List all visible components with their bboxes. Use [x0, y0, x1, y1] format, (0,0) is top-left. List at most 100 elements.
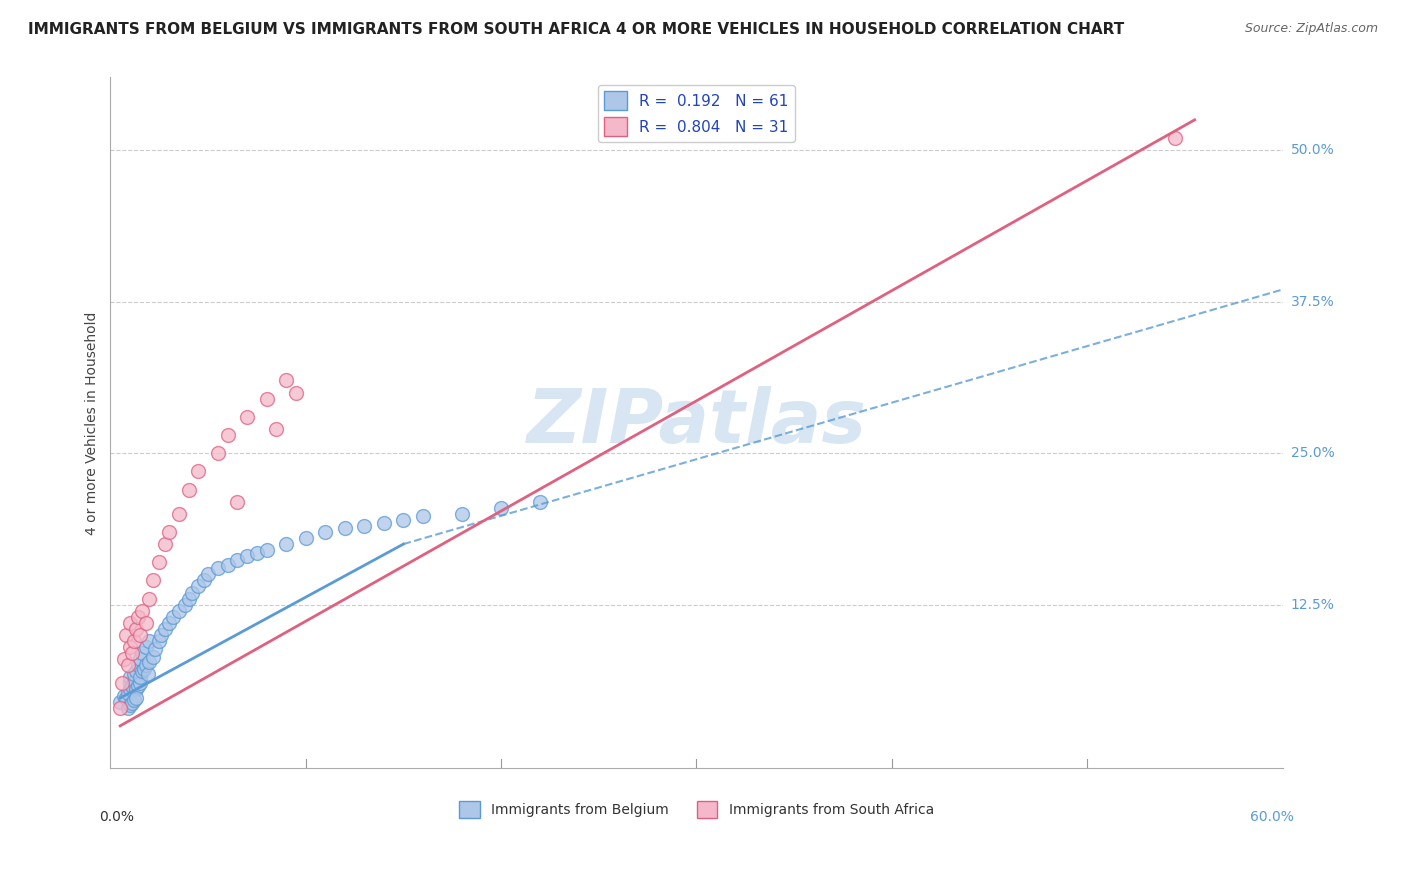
Point [181, 585, 204, 599]
Text: 37.5%: 37.5% [1291, 294, 1334, 309]
Point [108, 700, 131, 714]
Point [157, 524, 180, 539]
Point [392, 513, 415, 527]
Point [177, 591, 200, 606]
Point [236, 409, 259, 424]
Point [118, 682, 141, 697]
Text: ZIPatlas: ZIPatlas [526, 386, 866, 459]
Point [217, 558, 239, 572]
Point [333, 521, 356, 535]
Point [131, 646, 153, 660]
Point [207, 561, 229, 575]
Point [108, 695, 131, 709]
Point [118, 640, 141, 654]
Point [112, 689, 135, 703]
Point [122, 693, 145, 707]
Point [117, 686, 139, 700]
Point [167, 604, 190, 618]
Point [127, 658, 149, 673]
Point [157, 615, 180, 630]
Point [187, 464, 209, 478]
Point [117, 658, 139, 673]
Point [294, 531, 316, 545]
Point [121, 679, 143, 693]
Point [122, 634, 145, 648]
Point [353, 519, 375, 533]
Point [115, 628, 138, 642]
Point [125, 665, 148, 679]
Text: 50.0%: 50.0% [1291, 143, 1334, 157]
Point [128, 670, 150, 684]
Point [127, 609, 149, 624]
Point [187, 579, 209, 593]
Point [135, 640, 157, 654]
Point [131, 665, 153, 679]
Point [162, 609, 184, 624]
Point [117, 700, 139, 714]
Point [127, 679, 149, 693]
Point [150, 628, 173, 642]
Point [236, 549, 259, 564]
Point [118, 698, 141, 713]
Point [118, 670, 141, 684]
Point [373, 516, 395, 531]
Point [138, 655, 160, 669]
Point [207, 446, 229, 460]
Point [143, 642, 166, 657]
Point [128, 652, 150, 666]
Text: 0.0%: 0.0% [98, 810, 134, 823]
Point [121, 696, 143, 710]
Point [118, 615, 141, 630]
Point [193, 574, 215, 588]
Point [148, 634, 170, 648]
Y-axis label: 4 or more Vehicles in Household: 4 or more Vehicles in Household [86, 311, 100, 534]
Point [256, 392, 278, 406]
Point [1164, 131, 1187, 145]
Point [226, 494, 249, 508]
Point [132, 662, 155, 676]
Point [121, 646, 143, 660]
Point [217, 428, 239, 442]
Point [135, 615, 157, 630]
Point [266, 422, 288, 436]
Point [111, 676, 134, 690]
Point [135, 658, 157, 673]
Point [451, 507, 474, 521]
Point [167, 507, 190, 521]
Point [142, 574, 165, 588]
Point [173, 598, 195, 612]
Point [138, 634, 160, 648]
Point [153, 622, 176, 636]
Point [115, 690, 138, 705]
Text: IMMIGRANTS FROM BELGIUM VS IMMIGRANTS FROM SOUTH AFRICA 4 OR MORE VEHICLES IN HO: IMMIGRANTS FROM BELGIUM VS IMMIGRANTS FR… [28, 22, 1125, 37]
Point [529, 494, 551, 508]
Point [246, 545, 269, 559]
Point [125, 682, 148, 697]
Text: 25.0%: 25.0% [1291, 446, 1334, 460]
Point [285, 385, 308, 400]
Point [122, 666, 145, 681]
Point [125, 622, 148, 636]
Point [142, 649, 165, 664]
Point [148, 555, 170, 569]
Point [276, 537, 298, 551]
Point [226, 553, 249, 567]
Point [122, 673, 145, 688]
Text: 12.5%: 12.5% [1291, 598, 1334, 612]
Point [177, 483, 200, 497]
Point [256, 543, 278, 558]
Text: Source: ZipAtlas.com: Source: ZipAtlas.com [1244, 22, 1378, 36]
Point [136, 666, 159, 681]
Point [197, 567, 219, 582]
Point [138, 591, 160, 606]
Point [276, 373, 298, 387]
Point [131, 604, 153, 618]
Point [412, 509, 434, 524]
Point [314, 524, 336, 539]
Legend: Immigrants from Belgium, Immigrants from South Africa: Immigrants from Belgium, Immigrants from… [454, 796, 939, 823]
Point [125, 690, 148, 705]
Point [128, 676, 150, 690]
Point [128, 628, 150, 642]
Point [112, 652, 135, 666]
Point [489, 500, 512, 515]
